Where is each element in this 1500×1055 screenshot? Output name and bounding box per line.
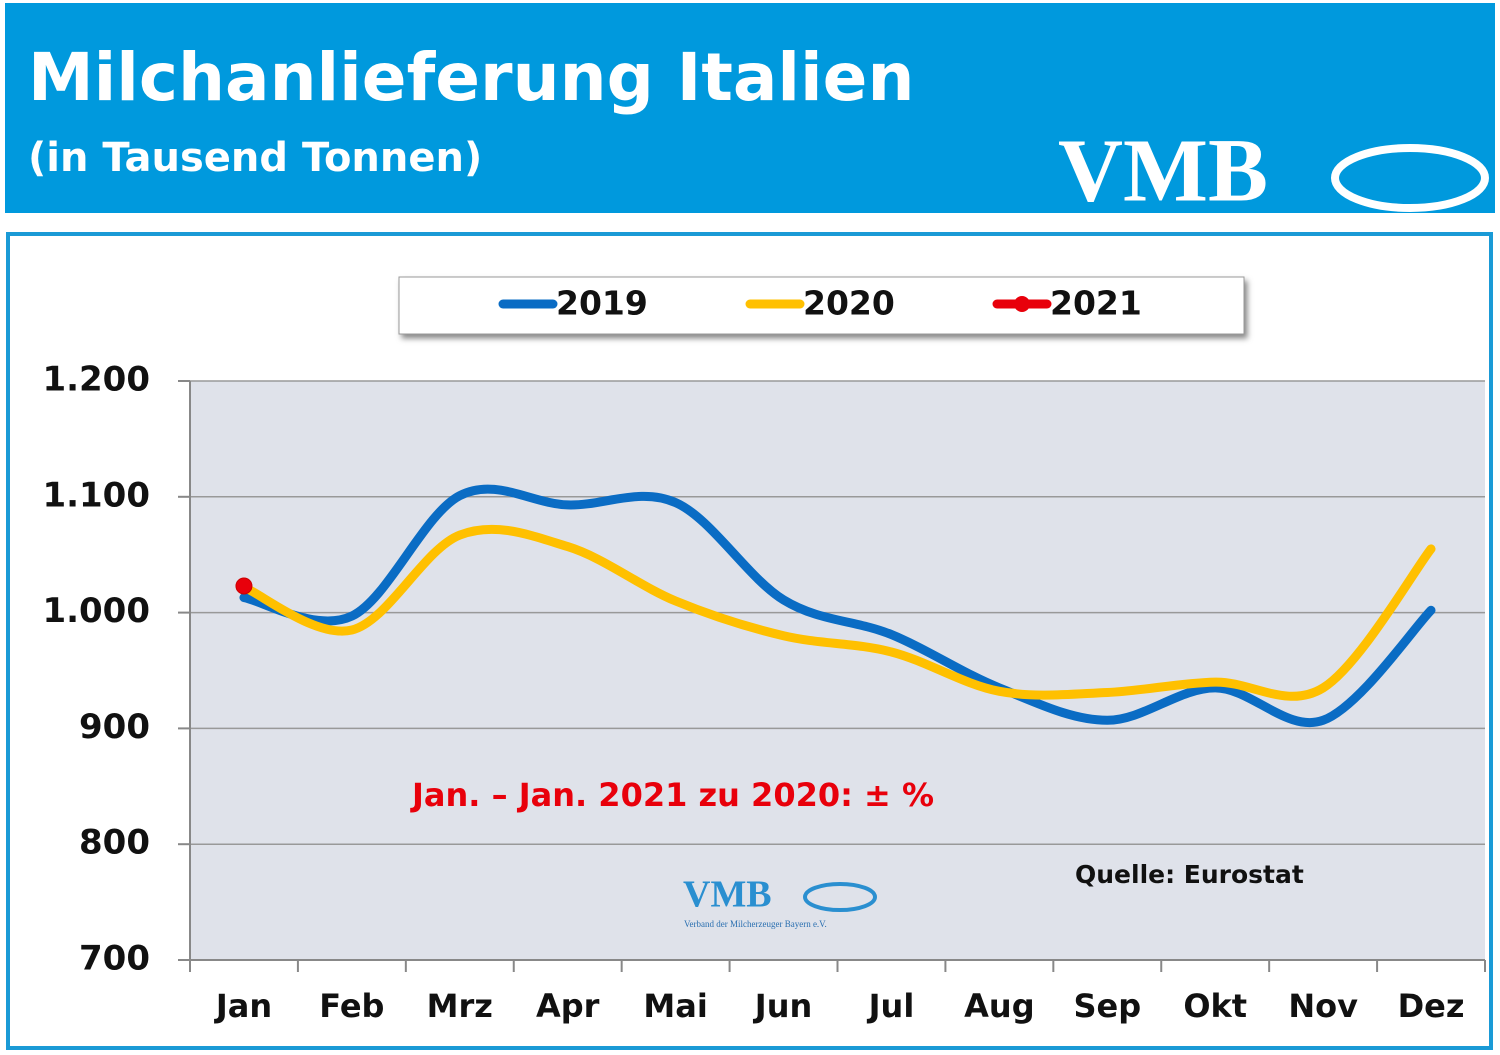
watermark-logo: VMB	[683, 874, 772, 916]
watermark-text: Verband der Milcherzeuger Bayern e.V.	[684, 919, 827, 929]
x-tick-label: Apr	[536, 987, 600, 1025]
y-tick-label: 800	[79, 823, 150, 863]
legend-marker	[1014, 296, 1030, 312]
legend-label: 2021	[1050, 284, 1142, 323]
y-tick-label: 1.200	[42, 360, 150, 400]
header-banner	[5, 3, 1495, 213]
y-tick-label: 900	[79, 707, 150, 747]
x-tick-label: Mai	[643, 987, 707, 1025]
x-tick-label: Nov	[1288, 987, 1358, 1025]
y-tick-label: 1.100	[42, 475, 150, 515]
title: Milchanlieferung Italien	[28, 39, 914, 116]
logo: VMB	[1058, 122, 1268, 221]
logo-swirl	[1331, 144, 1489, 212]
subtitle: (in Tausend Tonnen)	[28, 135, 482, 181]
series-line	[239, 524, 1436, 701]
x-tick-label: Okt	[1183, 987, 1247, 1025]
legend-label: 2020	[803, 284, 895, 323]
source: Quelle: Eurostat	[1075, 860, 1304, 889]
x-tick-label: Mrz	[427, 987, 493, 1025]
y-tick-label: 700	[79, 939, 150, 979]
y-tick-label: 1.000	[42, 591, 150, 631]
x-tick-label: Feb	[319, 987, 384, 1025]
legend-label: 2019	[556, 284, 648, 323]
x-tick-label: Jul	[867, 987, 915, 1025]
x-tick-label: Jan	[214, 987, 272, 1025]
watermark-swirl	[803, 882, 877, 912]
series-line	[239, 484, 1436, 727]
x-tick-label: Sep	[1073, 987, 1141, 1025]
plot-area	[190, 381, 1485, 960]
x-tick-label: Jun	[753, 987, 812, 1025]
point-marker	[235, 577, 253, 595]
x-tick-label: Aug	[964, 987, 1034, 1025]
annotation: Jan. – Jan. 2021 zu 2020: ± %	[410, 776, 934, 814]
x-tick-label: Dez	[1398, 987, 1465, 1025]
